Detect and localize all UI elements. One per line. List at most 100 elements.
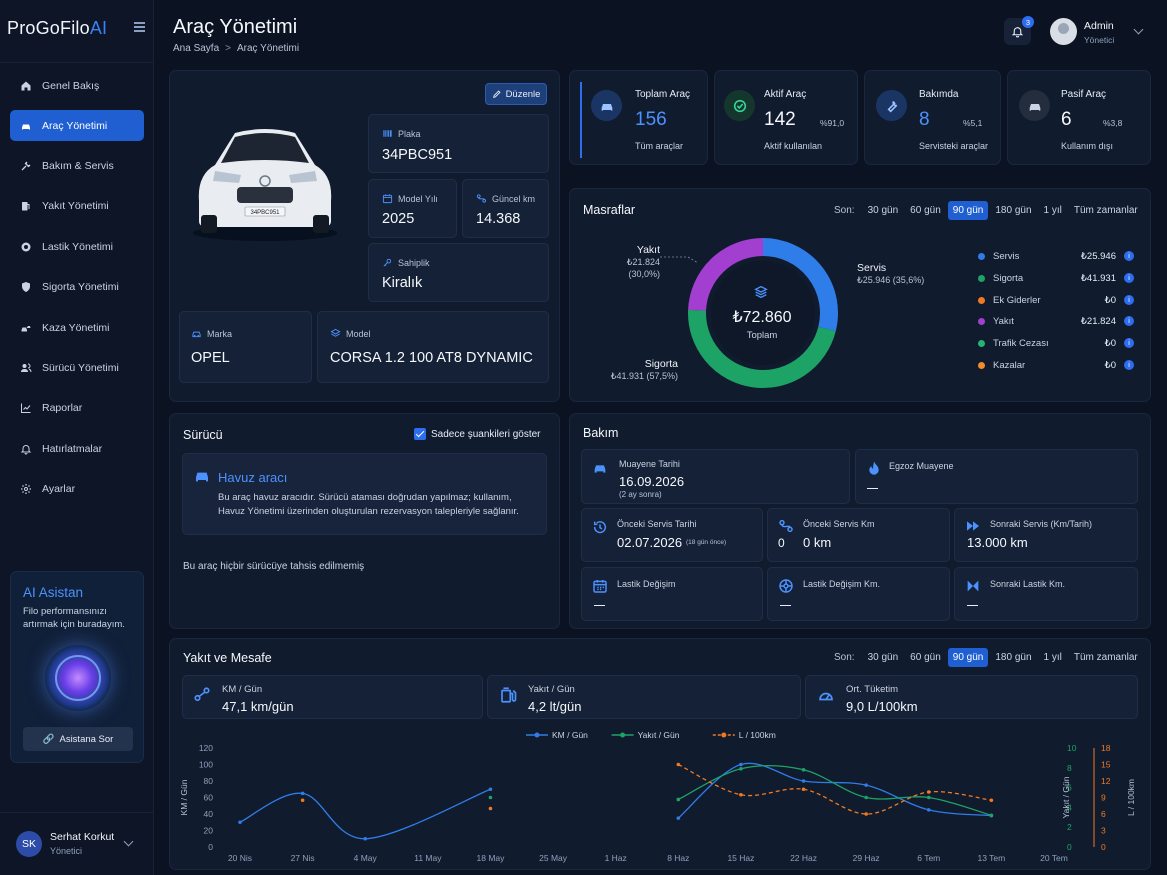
donut-slice[interactable] xyxy=(688,238,764,311)
show-current-label[interactable]: Sadece şuankileri göster xyxy=(431,429,541,440)
period-option[interactable]: 90 gün xyxy=(947,201,989,220)
sidebar-item-7[interactable]: Sürücü Yönetimi xyxy=(10,352,144,383)
data-point[interactable] xyxy=(676,816,681,820)
period-option[interactable]: 60 gün xyxy=(910,652,941,663)
period-option[interactable]: 60 gün xyxy=(910,205,941,216)
data-point[interactable] xyxy=(801,767,806,772)
no-driver-text: Bu araç hiçbir sürücüye tahsis edilmemiş xyxy=(183,561,365,572)
sidebar-item-6[interactable]: Kaza Yönetimi xyxy=(10,312,144,343)
driver-title: Sürücü xyxy=(183,428,223,442)
period-option[interactable]: 180 gün xyxy=(995,652,1032,663)
period-option[interactable]: Tüm zamanlar xyxy=(1073,205,1138,216)
data-point[interactable] xyxy=(676,762,681,767)
period-option[interactable]: 1 yıl xyxy=(1043,205,1062,216)
sidebar-item-4[interactable]: Lastik Yönetimi xyxy=(10,231,144,262)
users-icon xyxy=(20,362,32,374)
sidebar-item-3[interactable]: Yakıt Yönetimi xyxy=(10,190,144,221)
y-axis-label-left: KM / Gün xyxy=(179,779,189,815)
donut-slice[interactable] xyxy=(762,238,838,332)
period-option[interactable]: 30 gün xyxy=(867,652,899,663)
chart-legend-item[interactable]: L / 100km xyxy=(712,730,776,740)
data-point[interactable] xyxy=(363,836,368,841)
data-point[interactable] xyxy=(989,798,994,803)
bell-icon xyxy=(1011,27,1024,38)
period-option[interactable]: 30 gün xyxy=(867,205,899,216)
calendar-icon xyxy=(592,578,608,594)
ask-assistant-button[interactable]: 🔗 Asistana Sor xyxy=(23,727,133,751)
sidebar-item-5[interactable]: Sigorta Yönetimi xyxy=(10,271,144,302)
car-icon xyxy=(592,460,608,476)
user-avatar[interactable] xyxy=(1050,18,1077,45)
period-option[interactable]: 1 yıl xyxy=(1043,652,1062,663)
donut-slice[interactable] xyxy=(688,309,836,388)
data-point[interactable] xyxy=(300,798,305,803)
stat-percent: %91,0 xyxy=(820,118,845,128)
data-point[interactable] xyxy=(864,812,868,816)
stat-subtitle: Tüm araçlar xyxy=(635,141,684,151)
data-point[interactable] xyxy=(926,808,931,812)
model-field: Model CORSA 1.2 100 AT8 DYNAMIC xyxy=(317,311,549,383)
data-point[interactable] xyxy=(864,783,868,787)
data-point[interactable] xyxy=(801,779,806,783)
brand-logo[interactable]: ProGoFiloAI xyxy=(7,18,108,38)
x-tick: 6 Tem xyxy=(917,853,940,863)
stat-card-total[interactable] xyxy=(569,70,708,165)
data-point[interactable] xyxy=(926,790,931,794)
sidebar-item-10[interactable]: Ayarlar xyxy=(10,473,144,504)
fuel-icon xyxy=(501,687,517,703)
period-option[interactable]: Tüm zamanlar xyxy=(1073,652,1138,663)
sidebar-item-8[interactable]: Raporlar xyxy=(10,392,144,423)
sidebar-item-9[interactable]: Hatırlatmalar xyxy=(10,433,144,464)
info-icon[interactable]: i xyxy=(1124,316,1134,326)
data-point[interactable] xyxy=(801,787,806,792)
tire-icon xyxy=(778,578,794,594)
data-point[interactable] xyxy=(238,820,242,825)
legend-name: Servis xyxy=(993,250,1020,262)
sidebar-item-2[interactable]: Bakım & Servis xyxy=(10,150,144,181)
y-tick-right1: 10 xyxy=(1067,743,1077,753)
show-current-checkbox[interactable] xyxy=(414,428,426,440)
info-icon[interactable]: i xyxy=(1124,295,1134,305)
breadcrumb-home[interactable]: Ana Sayfa xyxy=(173,43,220,54)
menu-toggle-icon[interactable] xyxy=(134,22,145,32)
sidebar-item-1[interactable]: Araç Yönetimi xyxy=(10,110,144,141)
home-icon xyxy=(20,80,32,92)
info-icon[interactable]: i xyxy=(1124,273,1134,283)
edit-button[interactable]: Düzenle xyxy=(485,83,547,105)
data-point[interactable] xyxy=(488,806,493,811)
info-icon[interactable]: i xyxy=(1124,338,1134,348)
chevron-down-icon[interactable] xyxy=(123,836,134,847)
data-point[interactable] xyxy=(864,795,868,800)
info-icon[interactable]: i xyxy=(1124,360,1134,370)
next-tire-km-field xyxy=(954,567,1138,621)
period-option[interactable]: 180 gün xyxy=(995,205,1032,216)
sidebar-user[interactable]: SK Serhat Korkut Yönetici xyxy=(0,812,154,875)
data-point[interactable] xyxy=(488,787,493,792)
stat-card-passive[interactable] xyxy=(1007,70,1151,165)
chart-legend-item[interactable]: Yakıt / Gün xyxy=(611,730,680,740)
shield-icon xyxy=(20,281,32,293)
accident-icon xyxy=(20,322,32,334)
car-icon xyxy=(591,90,622,121)
chart-legend-item[interactable]: KM / Gün xyxy=(526,730,588,740)
data-point[interactable] xyxy=(926,795,931,800)
brand-field: Marka OPEL xyxy=(179,311,312,383)
x-tick: 22 Haz xyxy=(790,853,817,863)
data-point[interactable] xyxy=(739,766,743,771)
data-point[interactable] xyxy=(488,795,493,800)
x-tick: 15 Haz xyxy=(727,853,754,863)
inspection-date: 16.09.2026 xyxy=(619,474,685,489)
tools-icon xyxy=(20,160,32,172)
maintenance-title: Bakım xyxy=(583,426,619,440)
data-point[interactable] xyxy=(676,797,681,802)
period-option[interactable]: 90 gün xyxy=(947,648,989,667)
prev-service-km: 0 km xyxy=(803,535,832,550)
data-point[interactable] xyxy=(739,792,743,797)
info-icon[interactable]: i xyxy=(1124,251,1134,261)
chevron-down-icon[interactable] xyxy=(1133,24,1144,35)
data-point[interactable] xyxy=(989,813,994,818)
stat-title: Toplam Araç xyxy=(635,89,691,100)
data-point[interactable] xyxy=(739,762,743,767)
data-point[interactable] xyxy=(300,791,305,796)
sidebar-item-0[interactable]: Genel Bakış xyxy=(10,70,144,101)
